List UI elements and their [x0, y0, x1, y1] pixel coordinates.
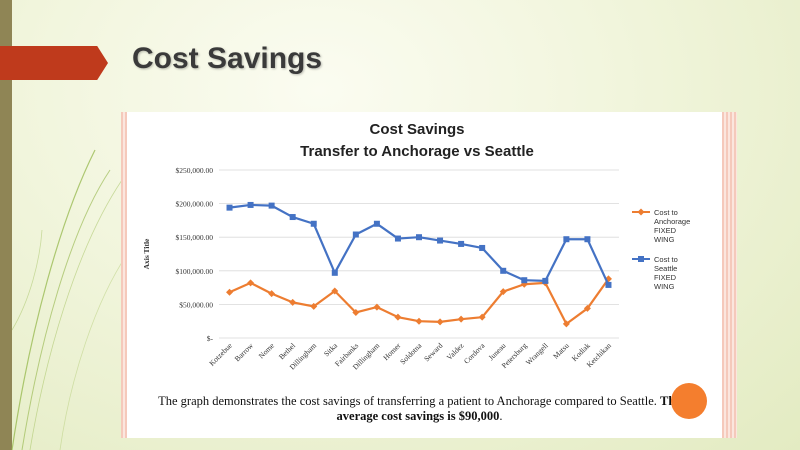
chart-title: Cost Savings	[369, 121, 464, 138]
y-tick-label: $200,000.00	[176, 200, 214, 209]
seattle-data-point	[584, 236, 591, 243]
chart-panel: Cost Savings Transfer to Anchorage vs Sea…	[127, 112, 722, 438]
seattle-data-point	[268, 202, 275, 209]
seattle-data-point	[500, 267, 507, 274]
seattle-data-point	[226, 204, 233, 211]
seattle-data-point	[479, 244, 486, 251]
caption-period: .	[499, 409, 503, 423]
legend-marker	[637, 208, 645, 216]
anchorage-data-point	[394, 313, 402, 321]
anchorage-series-line	[229, 278, 610, 325]
anchorage-data-point	[373, 303, 381, 311]
anchorage-data-point	[268, 290, 276, 298]
anchorage-data-point	[289, 298, 297, 306]
seattle-data-point	[394, 235, 401, 242]
x-tick-label: Seward	[422, 341, 444, 363]
seattle-data-point	[458, 240, 465, 247]
anchorage-data-point	[226, 288, 234, 296]
x-tick-label: Nome	[257, 341, 277, 361]
anchorage-data-point	[352, 308, 360, 316]
x-tick-label: Matsu	[551, 341, 571, 361]
chart-caption: The graph demonstrates the cost savings …	[157, 394, 682, 424]
x-tick-label: Sitka	[322, 341, 340, 359]
x-tick-label: Soldotna	[398, 341, 424, 367]
x-tick-label: Cordova	[462, 341, 487, 366]
seattle-data-point	[373, 220, 380, 227]
title-arrow-shape	[0, 46, 108, 80]
seattle-data-point	[521, 277, 528, 284]
x-tick-label: Kotzebue	[207, 341, 234, 368]
x-tick-label: Barrow	[233, 341, 256, 364]
panel-left-border	[121, 112, 127, 438]
y-tick-label: $50,000.00	[179, 300, 213, 309]
seattle-data-point	[605, 281, 612, 288]
y-axis-title: Axis Title	[142, 238, 151, 269]
anchorage-data-point	[583, 304, 591, 312]
seattle-data-point	[542, 277, 549, 284]
legend-marker	[638, 256, 644, 262]
anchorage-data-point	[415, 317, 423, 325]
seattle-data-point	[331, 269, 338, 276]
anchorage-data-point	[499, 288, 507, 296]
seattle-data-point	[563, 236, 570, 243]
anchorage-data-point	[457, 315, 465, 323]
panel-right-border	[722, 112, 737, 438]
y-tick-label: $150,000.00	[176, 233, 214, 242]
anchorage-data-point	[310, 302, 318, 310]
anchorage-data-point	[562, 320, 570, 328]
seattle-data-point	[437, 237, 444, 244]
seattle-series-line	[229, 203, 610, 286]
y-tick-label: $100,000.00	[176, 267, 214, 276]
anchorage-data-point	[247, 279, 255, 287]
seattle-data-point	[352, 231, 359, 238]
decorative-orange-dot	[671, 383, 707, 419]
left-accent-strip	[0, 0, 12, 450]
anchorage-data-point	[331, 287, 339, 295]
anchorage-data-point	[604, 275, 612, 283]
chart-subtitle: Transfer to Anchorage vs Seattle	[300, 143, 534, 160]
seattle-data-point	[247, 201, 254, 208]
legend-label: Cost to Seattle FIXED WING	[654, 255, 678, 291]
slide-title: Cost Savings	[132, 42, 323, 75]
seattle-data-point	[310, 220, 317, 227]
anchorage-data-point	[436, 318, 444, 326]
y-tick-label: $-	[207, 334, 214, 343]
anchorage-data-point	[478, 313, 486, 321]
seattle-data-point	[289, 214, 296, 221]
seattle-data-point	[416, 234, 422, 241]
y-tick-label: $250,000.00	[176, 166, 214, 175]
x-tick-label: Wrangell	[524, 341, 550, 367]
line-chart: Cost Savings Transfer to Anchorage vs Sea…	[142, 121, 690, 372]
legend-label: Cost to Anchorage FIXED WING	[654, 208, 690, 244]
caption-text: The graph demonstrates the cost savings …	[158, 394, 657, 408]
